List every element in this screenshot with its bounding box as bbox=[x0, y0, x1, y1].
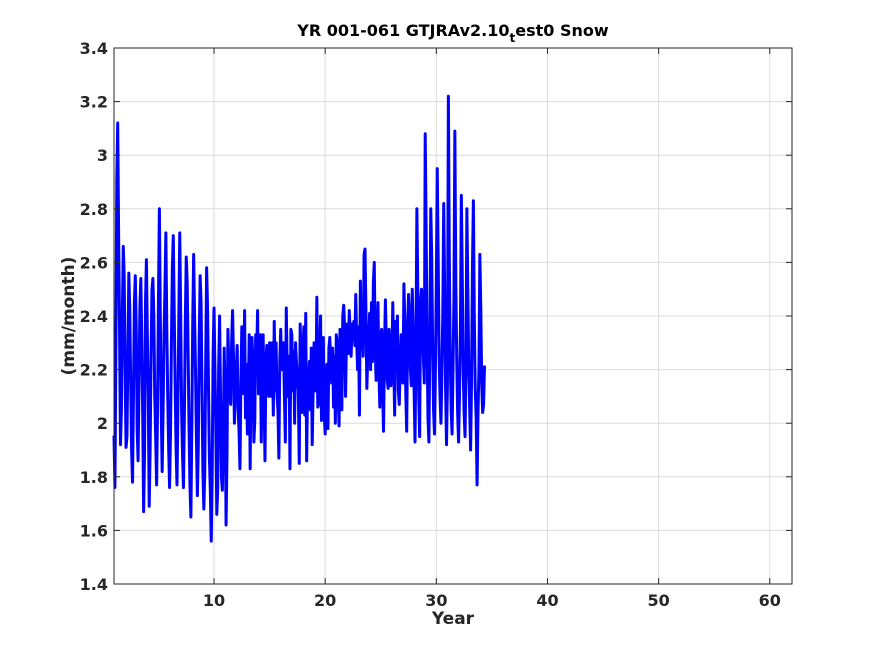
x-tick-label: 50 bbox=[647, 591, 669, 610]
x-tick-label: 60 bbox=[759, 591, 781, 610]
x-tick-label: 20 bbox=[314, 591, 336, 610]
chart-title: YR 001-061 GTJRAv2.10test0 Snow bbox=[296, 21, 609, 45]
y-tick-label: 3 bbox=[97, 146, 108, 165]
x-tick-label: 30 bbox=[425, 591, 447, 610]
chart-title-main: YR 001-061 GTJRAv2.10 bbox=[296, 21, 509, 40]
y-tick-label: 1.6 bbox=[80, 521, 108, 540]
tick-marks bbox=[114, 47, 792, 585]
x-tick-labels: 10 20 30 40 50 60 bbox=[203, 591, 781, 610]
y-tick-label: 2.4 bbox=[80, 307, 108, 326]
x-tick-label: 10 bbox=[203, 591, 225, 610]
y-tick-labels: 1.4 1.6 1.8 2 2.2 2.4 2.6 2.8 3 3.2 3.4 bbox=[80, 39, 108, 594]
y-tick-label: 1.4 bbox=[80, 575, 108, 594]
series-line-1 bbox=[112, 94, 486, 543]
x-axis-label: Year bbox=[431, 609, 475, 629]
x-tick-label: 40 bbox=[536, 591, 558, 610]
y-tick-label: 3.2 bbox=[80, 93, 108, 112]
y-tick-label: 2.8 bbox=[80, 200, 108, 219]
y-tick-label: 2.6 bbox=[80, 253, 108, 272]
y-tick-label: 2.2 bbox=[80, 361, 108, 380]
chart-title-suffix: est0 Snow bbox=[515, 21, 609, 40]
y-tick-label: 3.4 bbox=[80, 39, 108, 58]
series-layer bbox=[112, 94, 486, 543]
y-tick-label: 2 bbox=[97, 414, 108, 433]
chart-title-subscript: t bbox=[510, 31, 516, 45]
y-tick-label: 1.8 bbox=[80, 468, 108, 487]
y-axis-label: (mm/month) bbox=[59, 257, 79, 376]
